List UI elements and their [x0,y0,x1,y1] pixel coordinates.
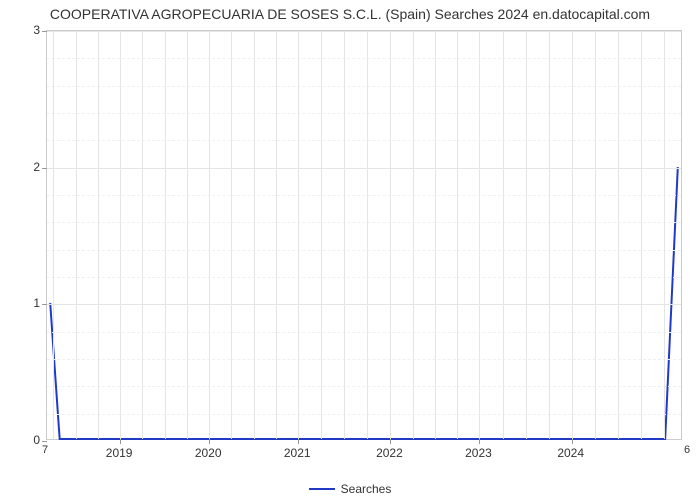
gridline-v-minor [321,31,322,439]
gridline-v-minor [231,31,232,439]
plot-area [46,30,682,440]
gridline-v-major [572,31,573,439]
gridline-v-minor [98,31,99,439]
gridline-v-minor [254,31,255,439]
gridline-v-major [479,31,480,439]
y-tick-0: 0 [10,433,40,447]
corner-bottom-right: 6 [684,444,690,456]
gridline-v-major [120,31,121,439]
gridline-v-minor [413,31,414,439]
gridline-v-minor [76,31,77,439]
gridline-v-major [298,31,299,439]
x-tick-2019: 2019 [106,446,133,460]
x-tick-mark [479,439,480,444]
corner-bottom-left: 7 [42,444,48,456]
legend-label: Searches [341,482,392,496]
x-tick-mark [298,439,299,444]
gridline-v-minor [435,31,436,439]
x-tick-mark [209,439,210,444]
gridline-v-minor [187,31,188,439]
x-tick-2022: 2022 [376,446,403,460]
chart-container: COOPERATIVA AGROPECUARIA DE SOSES S.C.L.… [0,0,700,500]
x-tick-2021: 2021 [284,446,311,460]
y-tick-1: 1 [10,296,40,310]
gridline-v-minor [549,31,550,439]
gridline-v-minor [142,31,143,439]
gridline-v-minor [595,31,596,439]
gridline-v-minor [641,31,642,439]
gridline-v-major [390,31,391,439]
chart-title: COOPERATIVA AGROPECUARIA DE SOSES S.C.L.… [0,6,700,22]
series-polyline [50,167,678,439]
gridline-v-minor [457,31,458,439]
y-tick-2: 2 [10,160,40,174]
legend: Searches [0,482,700,496]
gridline-v-minor [165,31,166,439]
x-tick-mark [572,439,573,444]
gridline-v-major [209,31,210,439]
gridline-v-minor [664,31,665,439]
gridline-v-minor [344,31,345,439]
y-tick-mark [42,441,47,442]
x-tick-2023: 2023 [465,446,492,460]
gridline-v-minor [503,31,504,439]
legend-line-icon [309,488,335,490]
gridline-v-minor [526,31,527,439]
x-tick-2024: 2024 [557,446,584,460]
x-tick-2020: 2020 [195,446,222,460]
x-tick-mark [390,439,391,444]
gridline-v-minor [367,31,368,439]
gridline-v-minor [618,31,619,439]
gridline-v-minor [53,31,54,439]
x-tick-mark [120,439,121,444]
y-tick-3: 3 [10,23,40,37]
gridline-v-minor [276,31,277,439]
